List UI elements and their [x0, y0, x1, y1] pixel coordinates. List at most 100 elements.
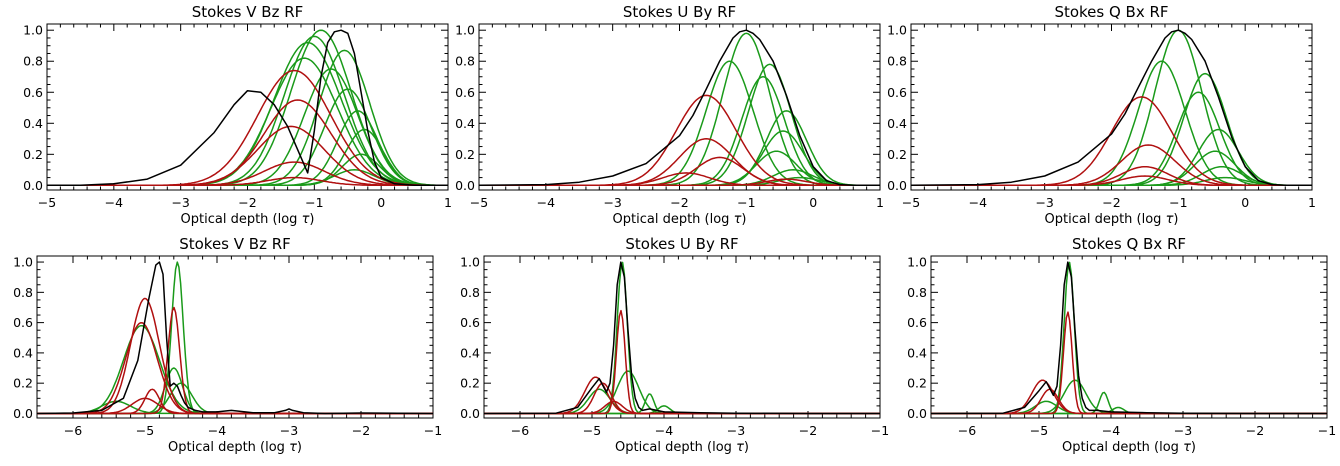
series-line-green-3 — [37, 367, 433, 415]
y-tick-label: 0.4 — [23, 116, 43, 131]
series-line-red-1 — [47, 69, 448, 187]
y-tick-label: 0.8 — [907, 285, 927, 300]
x-axis-label-text: Optical depth (log — [615, 440, 736, 455]
y-tick-label: 0.2 — [13, 376, 33, 391]
y-tick-label: 0.4 — [887, 116, 907, 131]
x-tick-label: 1 — [444, 195, 452, 210]
x-tick-label: 0 — [809, 195, 817, 210]
y-tick-label: 0.0 — [455, 178, 475, 193]
series-line-green-2 — [484, 370, 880, 415]
x-axis-label-text: Optical depth (log — [1045, 212, 1166, 227]
series-line-green-3 — [484, 388, 880, 415]
y-tick-label: 0.8 — [460, 285, 480, 300]
series-line-green-1 — [931, 261, 1327, 415]
y-tick-label: 0.2 — [455, 147, 475, 162]
x-tick-label: −1 — [1318, 423, 1336, 438]
x-tick-label: −3 — [280, 423, 298, 438]
series-line-green-1 — [484, 261, 880, 415]
x-tick-label: −4 — [969, 195, 987, 210]
plot-frame — [483, 255, 881, 419]
x-tick-label: −1 — [1169, 195, 1187, 210]
series-line-green-2 — [911, 60, 1312, 187]
x-tick-label: −3 — [727, 423, 745, 438]
y-tick-label: 0.2 — [907, 376, 927, 391]
x-tick-label: −5 — [902, 195, 920, 210]
series-line-green-4 — [47, 49, 448, 187]
series-line-green-1 — [911, 29, 1312, 187]
chart-title: Stokes V Bz RF — [192, 3, 304, 21]
plot-frame — [910, 23, 1313, 191]
series-line-red-3 — [484, 382, 880, 415]
y-tick-label: 0.2 — [23, 147, 43, 162]
series-line-green-1 — [37, 261, 433, 415]
series-line-green-2 — [931, 379, 1327, 415]
x-tick-label: −1 — [737, 195, 755, 210]
x-tick-label: −3 — [1174, 423, 1192, 438]
x-axis-label-symbol: τ — [302, 212, 310, 227]
series-group — [911, 29, 1312, 187]
y-tick-label: 0.4 — [460, 345, 480, 360]
series-line-red-2 — [931, 311, 1327, 415]
x-axis-label: Optical depth (log τ) — [613, 212, 747, 227]
y-tick-label: 0.0 — [887, 178, 907, 193]
series-line-green-3 — [911, 72, 1312, 187]
y-tick-label: 1.0 — [455, 23, 475, 38]
x-tick-label: −6 — [511, 423, 529, 438]
series-line-red-3 — [931, 388, 1327, 415]
x-axis-label: Optical depth (log τ) — [1045, 212, 1179, 227]
series-line-black-1 — [37, 261, 433, 415]
x-tick-label: −4 — [537, 195, 555, 210]
y-tick-label: 0.6 — [460, 315, 480, 330]
x-axis-label-symbol: τ — [736, 440, 744, 455]
series-line-green-4 — [484, 393, 880, 415]
chart-title: Stokes Q Bx RF — [1054, 3, 1168, 21]
x-axis-label: Optical depth (log τ) — [1062, 440, 1196, 455]
series-line-red-1 — [37, 297, 433, 415]
x-tick-label: −2 — [670, 195, 688, 210]
series-line-red-2 — [484, 309, 880, 415]
y-tick-label: 0.6 — [455, 85, 475, 100]
chart-title: Stokes V Bz RF — [179, 235, 291, 253]
chart-title: Stokes Q Bx RF — [1072, 235, 1186, 253]
chart-title: Stokes U By RF — [623, 3, 736, 21]
y-tick-label: 0.6 — [887, 85, 907, 100]
x-tick-label: 1 — [876, 195, 884, 210]
series-line-green-1 — [479, 32, 880, 187]
series-line-green-6 — [911, 150, 1312, 187]
y-tick-label: 1.0 — [13, 255, 33, 270]
x-tick-label: −2 — [1102, 195, 1120, 210]
series-line-black-1 — [479, 29, 880, 187]
panel-2: −5 −4 −3 −2 −1 0 1 0.0 0.2 0.4 0.6 0.8 1.0 Stokes U B… — [455, 3, 884, 227]
x-tick-label: −5 — [136, 423, 154, 438]
x-tick-label: −5 — [38, 195, 56, 210]
series-line-green-2 — [37, 324, 433, 415]
x-axis-label-text: Optical depth (log — [1062, 440, 1183, 455]
y-tick-label: 0.0 — [460, 406, 480, 421]
y-tick-label: 0.0 — [13, 406, 33, 421]
series-group — [37, 261, 433, 415]
x-tick-label: 0 — [1241, 195, 1249, 210]
x-axis-label-symbol: τ — [289, 440, 297, 455]
plot-frame — [930, 255, 1328, 419]
y-tick-label: 0.8 — [13, 285, 33, 300]
y-tick-label: 0.8 — [887, 54, 907, 69]
plot-frame — [478, 23, 881, 191]
x-tick-label: −4 — [655, 423, 673, 438]
y-tick-label: 0.4 — [455, 116, 475, 131]
x-axis-label-close: ) — [741, 212, 746, 227]
series-line-green-5 — [911, 128, 1312, 187]
x-tick-label: −4 — [208, 423, 226, 438]
y-tick-label: 0.6 — [13, 315, 33, 330]
x-axis-label: Optical depth (log τ) — [615, 440, 749, 455]
panel-4: −6 −5 −4 −3 −2 −1 0.0 0.2 0.4 0.6 0.8 1.0 Stokes V B… — [13, 235, 442, 455]
y-tick-label: 1.0 — [23, 23, 43, 38]
x-axis-label: Optical depth (log τ) — [181, 212, 315, 227]
x-axis-label-text: Optical depth (log — [168, 440, 289, 455]
series-line-red-5 — [47, 176, 448, 187]
x-axis-label-symbol: τ — [734, 212, 742, 227]
x-tick-label: −2 — [352, 423, 370, 438]
series-group — [931, 261, 1327, 415]
y-tick-label: 0.4 — [13, 345, 33, 360]
panel-3: −5 −4 −3 −2 −1 0 1 0.0 0.2 0.4 0.6 0.8 1.0 Stokes Q B… — [887, 3, 1316, 227]
